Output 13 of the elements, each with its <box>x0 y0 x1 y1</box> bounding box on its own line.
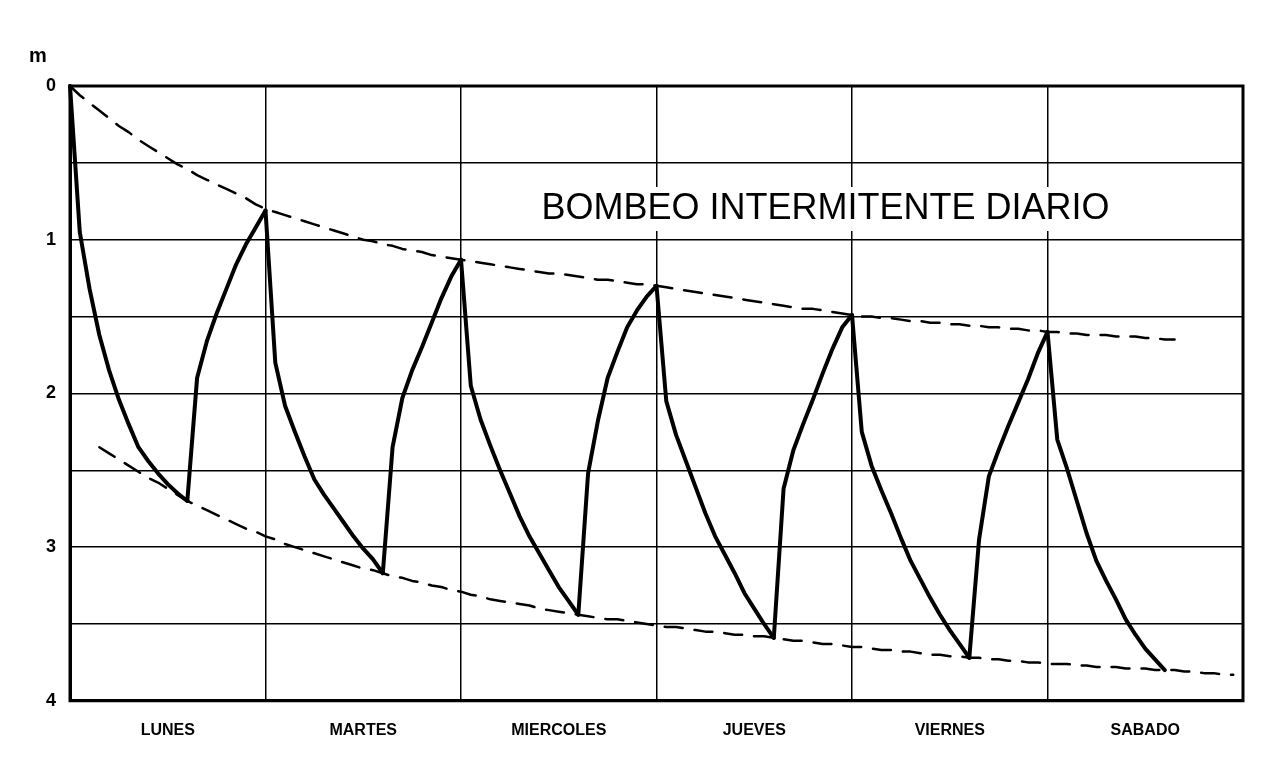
x-tick-label: MIERCOLES <box>511 720 607 738</box>
y-tick-label: 3 <box>46 536 57 557</box>
x-tick-label: SABADO <box>1110 720 1180 738</box>
x-tick-label: LUNES <box>140 720 196 738</box>
y-axis-title: m <box>29 43 47 66</box>
y-tick-label: 0 <box>46 74 57 95</box>
x-tick-label: MARTES <box>329 720 398 738</box>
text: BOMBEO INTERMITENTE DIARIO <box>541 185 1110 227</box>
y-tick-label: 1 <box>46 228 57 249</box>
x-tick-label: VIERNES <box>914 720 986 738</box>
y-tick-label: 4 <box>46 689 57 710</box>
y-tick-label: 2 <box>46 382 57 403</box>
x-tick-label: JUEVES <box>722 720 787 738</box>
